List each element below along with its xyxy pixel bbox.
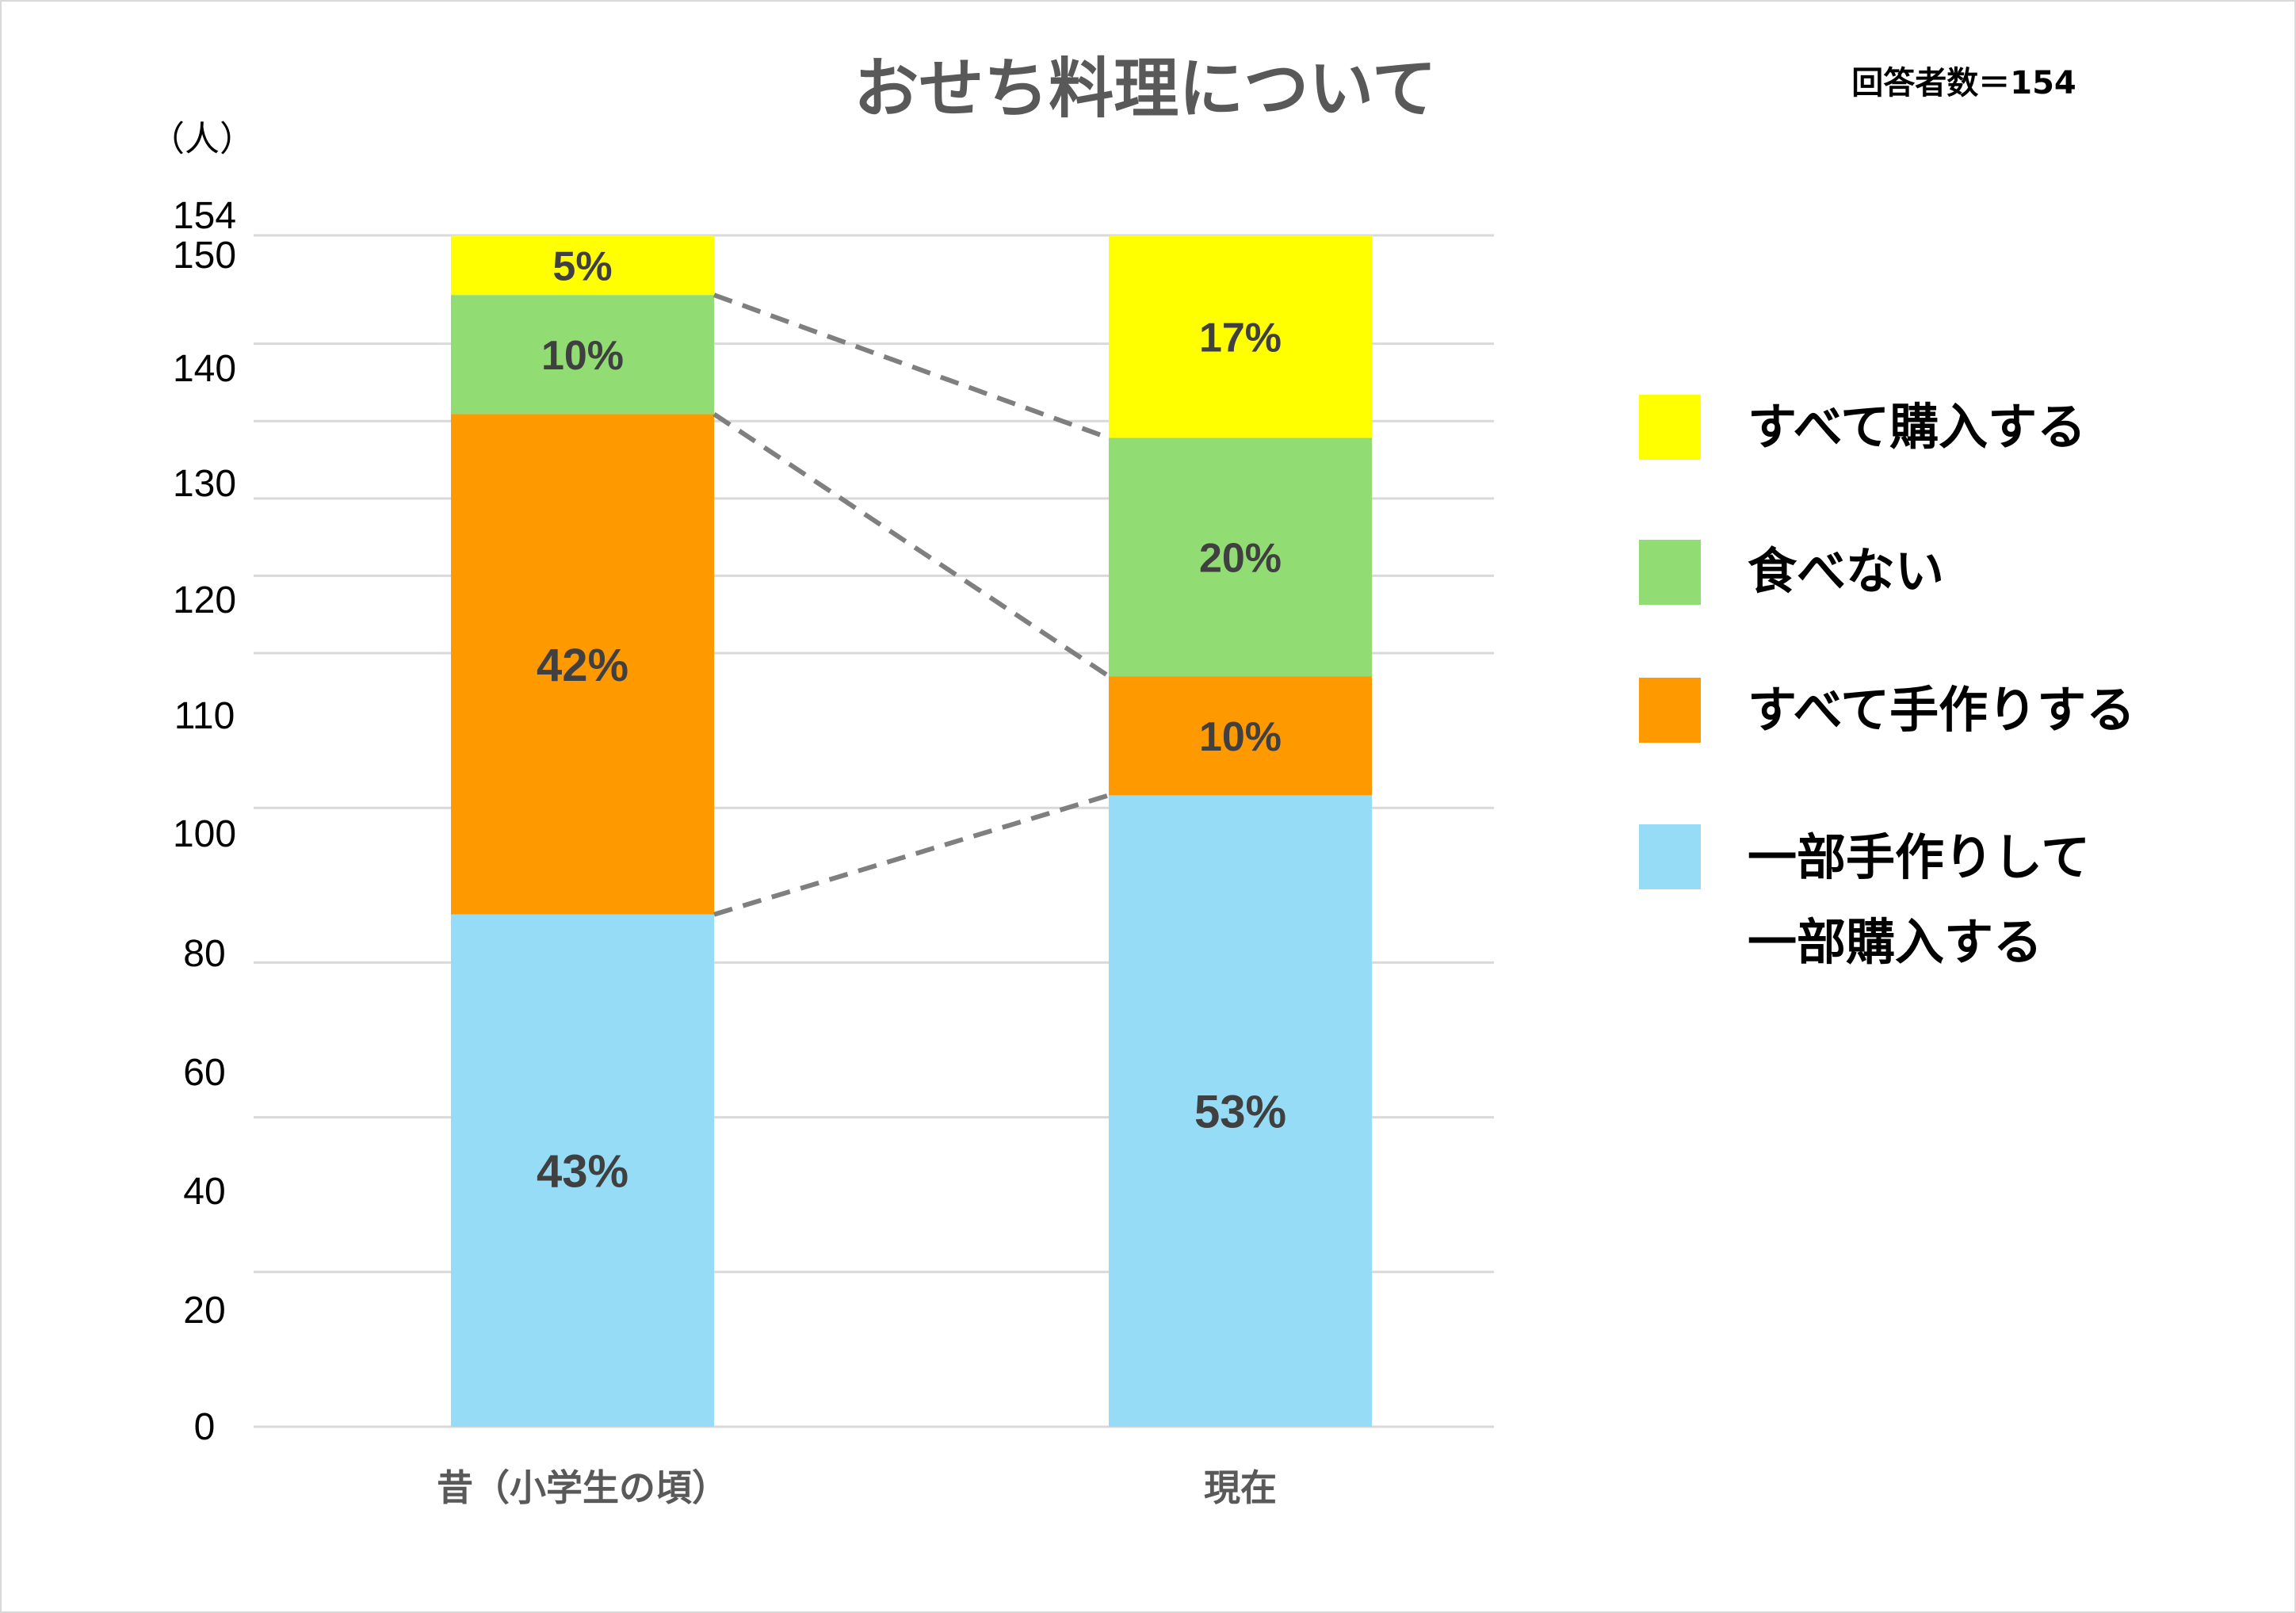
connector-lines (712, 292, 1110, 917)
y-tick-label: 60 (183, 1052, 225, 1094)
bar-segment (451, 295, 714, 415)
connector-line (713, 793, 1110, 917)
y-tick-label: 40 (183, 1171, 225, 1213)
y-tick-label: 0 (194, 1406, 216, 1448)
data-label: 43% (537, 1146, 628, 1198)
bar-segment (1109, 795, 1372, 1427)
y-tick-label: 20 (183, 1290, 225, 1332)
legend-swatch (1639, 395, 1701, 460)
legend-swatch (1639, 678, 1701, 743)
legend-label: 一部購入する (1748, 913, 2042, 971)
y-tick-label: 80 (183, 933, 225, 975)
bars (451, 235, 1372, 1427)
connector-line (712, 292, 1110, 441)
x-category-label: 現在 (1204, 1466, 1277, 1509)
data-label: 53% (1194, 1087, 1286, 1138)
legend-label: すべて購入する (1748, 398, 2086, 456)
y-tick-label: 150 (173, 235, 236, 277)
data-label: 5% (552, 243, 612, 289)
legend-swatch (1639, 824, 1701, 889)
bar-segment (451, 414, 714, 915)
y-tick-label: 130 (173, 463, 236, 505)
percent-labels: 43% 42% 10% 5% 53% 10% 20% 17% (537, 243, 1286, 1197)
legend-label: すべて手作りする (1748, 681, 2135, 739)
data-label: 17% (1199, 315, 1282, 361)
respondents-note: 回答者数＝154 (1851, 65, 2076, 101)
y-tick-label: 154 (173, 195, 236, 237)
bar-segment (1109, 438, 1372, 677)
chart-title: おせち料理について (854, 52, 1437, 127)
legend-swatch (1639, 540, 1701, 605)
data-label: 10% (1199, 714, 1282, 760)
y-tick-label: 110 (174, 695, 235, 737)
connector-line (712, 411, 1110, 678)
y-tick-label: 140 (173, 348, 236, 390)
x-axis-categories: 昔（小学生の頃） 現在 (437, 1466, 1277, 1509)
data-label: 10% (541, 333, 624, 379)
data-label: 42% (537, 640, 628, 691)
bar-segment (451, 235, 714, 296)
x-category-label: 昔（小学生の頃） (437, 1466, 728, 1509)
legend-label: 食べない (1748, 542, 1944, 600)
bar-segment (451, 914, 714, 1427)
legend-label: 一部手作りして (1748, 828, 2090, 886)
data-label: 20% (1199, 536, 1282, 582)
y-tick-label: 100 (173, 813, 236, 855)
bar-segment (1109, 235, 1372, 438)
y-tick-label: 120 (173, 579, 236, 621)
y-axis-unit: （人） (150, 119, 254, 159)
bar-segment (1109, 676, 1372, 796)
